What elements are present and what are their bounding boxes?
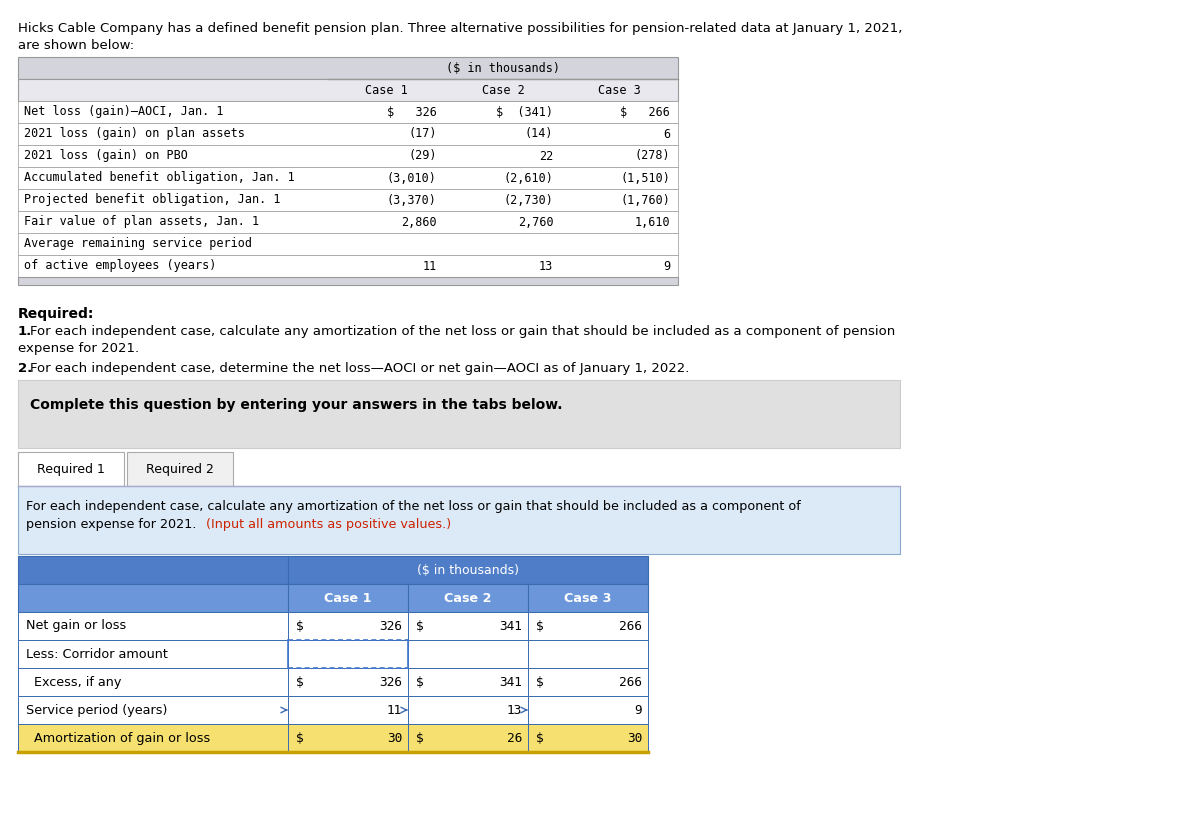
Text: $   266: $ 266 — [620, 105, 670, 119]
Text: $: $ — [536, 731, 544, 745]
Text: Case 1: Case 1 — [365, 84, 408, 96]
Bar — [18, 696, 648, 724]
Text: Net loss (gain)–AOCI, Jan. 1: Net loss (gain)–AOCI, Jan. 1 — [24, 105, 223, 119]
Text: 9: 9 — [635, 704, 642, 716]
Text: (Input all amounts as positive values.): (Input all amounts as positive values.) — [206, 518, 451, 531]
Bar — [18, 380, 900, 448]
Bar — [18, 452, 124, 486]
Text: $: $ — [416, 619, 424, 632]
Text: ($ in thousands): ($ in thousands) — [446, 61, 560, 75]
Text: 266: 266 — [619, 676, 642, 689]
Text: Case 3: Case 3 — [599, 84, 641, 96]
Text: Case 1: Case 1 — [324, 592, 372, 604]
Text: Complete this question by entering your answers in the tabs below.: Complete this question by entering your … — [30, 398, 563, 412]
Text: 1,610: 1,610 — [635, 216, 670, 228]
Text: 2,860: 2,860 — [401, 216, 437, 228]
Text: (29): (29) — [408, 149, 437, 163]
Text: 11: 11 — [386, 704, 402, 716]
Text: pension expense for 2021.: pension expense for 2021. — [26, 518, 200, 531]
Text: 2021 loss (gain) on PBO: 2021 loss (gain) on PBO — [24, 149, 188, 163]
Text: 1.: 1. — [18, 325, 32, 338]
Bar — [18, 584, 648, 612]
Bar — [18, 724, 648, 752]
Bar — [18, 640, 648, 668]
Text: $: $ — [296, 619, 304, 632]
Text: $: $ — [296, 731, 304, 745]
Text: 326: 326 — [379, 619, 402, 632]
Text: (3,010): (3,010) — [386, 172, 437, 184]
Text: 266: 266 — [619, 619, 642, 632]
Text: Less: Corridor amount: Less: Corridor amount — [26, 647, 168, 661]
Text: 22: 22 — [539, 149, 553, 163]
Text: Excess, if any: Excess, if any — [26, 676, 121, 689]
Text: (3,370): (3,370) — [386, 193, 437, 207]
Text: Required 2: Required 2 — [146, 462, 214, 476]
Text: (1,760): (1,760) — [620, 193, 670, 207]
Bar — [127, 452, 233, 486]
Bar — [18, 277, 678, 285]
Text: 341: 341 — [499, 619, 522, 632]
Bar — [18, 486, 900, 554]
Text: $: $ — [296, 676, 304, 689]
Text: Amortization of gain or loss: Amortization of gain or loss — [26, 731, 210, 745]
Text: 2,760: 2,760 — [517, 216, 553, 228]
Text: $: $ — [416, 676, 424, 689]
Text: 341: 341 — [499, 676, 522, 689]
Text: $: $ — [536, 676, 544, 689]
Text: 2.: 2. — [18, 362, 32, 375]
Text: (278): (278) — [635, 149, 670, 163]
Bar — [18, 79, 678, 101]
Text: For each independent case, calculate any amortization of the net loss or gain th: For each independent case, calculate any… — [30, 325, 895, 338]
Text: Required 1: Required 1 — [37, 462, 104, 476]
Text: of active employees (years): of active employees (years) — [24, 260, 216, 272]
Text: $: $ — [416, 731, 424, 745]
Bar — [18, 233, 678, 255]
Text: Average remaining service period: Average remaining service period — [24, 237, 252, 251]
Text: 6: 6 — [662, 128, 670, 140]
Bar — [18, 668, 648, 696]
Bar — [18, 57, 678, 79]
Text: 30: 30 — [626, 731, 642, 745]
Text: For each independent case, calculate any amortization of the net loss or gain th: For each independent case, calculate any… — [26, 500, 800, 513]
Bar — [18, 167, 678, 189]
Text: (14): (14) — [524, 128, 553, 140]
Text: Case 2: Case 2 — [444, 592, 492, 604]
Text: 13: 13 — [539, 260, 553, 272]
Text: Case 2: Case 2 — [481, 84, 524, 96]
Text: Accumulated benefit obligation, Jan. 1: Accumulated benefit obligation, Jan. 1 — [24, 172, 295, 184]
Text: Net gain or loss: Net gain or loss — [26, 619, 126, 632]
Text: Fair value of plan assets, Jan. 1: Fair value of plan assets, Jan. 1 — [24, 216, 259, 228]
Bar — [18, 255, 678, 277]
Text: $   326: $ 326 — [386, 105, 437, 119]
Bar — [18, 211, 678, 233]
Text: 9: 9 — [662, 260, 670, 272]
Bar — [18, 556, 648, 584]
Bar — [18, 101, 678, 123]
Text: $: $ — [536, 619, 544, 632]
Text: ($ in thousands): ($ in thousands) — [418, 564, 520, 577]
Text: (17): (17) — [408, 128, 437, 140]
Text: 2021 loss (gain) on plan assets: 2021 loss (gain) on plan assets — [24, 128, 245, 140]
Text: Projected benefit obligation, Jan. 1: Projected benefit obligation, Jan. 1 — [24, 193, 281, 207]
Text: 13: 13 — [506, 704, 522, 716]
Text: Service period (years): Service period (years) — [26, 704, 167, 716]
Bar — [18, 189, 678, 211]
Text: are shown below:: are shown below: — [18, 39, 134, 52]
Text: expense for 2021.: expense for 2021. — [18, 342, 139, 355]
Text: 11: 11 — [422, 260, 437, 272]
Text: Hicks Cable Company has a defined benefit pension plan. Three alternative possib: Hicks Cable Company has a defined benefi… — [18, 22, 902, 35]
Text: (1,510): (1,510) — [620, 172, 670, 184]
Text: Case 3: Case 3 — [564, 592, 612, 604]
Bar — [18, 123, 678, 145]
Text: 26: 26 — [506, 731, 522, 745]
Text: (2,730): (2,730) — [504, 193, 553, 207]
Bar — [18, 145, 678, 167]
Text: For each independent case, determine the net loss—AOCI or net gain—AOCI as of Ja: For each independent case, determine the… — [30, 362, 689, 375]
Text: 30: 30 — [386, 731, 402, 745]
Bar — [18, 612, 648, 640]
Text: (2,610): (2,610) — [504, 172, 553, 184]
Text: $  (341): $ (341) — [497, 105, 553, 119]
Text: Required:: Required: — [18, 307, 95, 321]
Text: 326: 326 — [379, 676, 402, 689]
